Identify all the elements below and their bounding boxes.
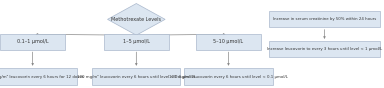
Text: 100 mg/m² leucovorin every 6 hours until level < 0.1 µmol/L: 100 mg/m² leucovorin every 6 hours until… bbox=[169, 75, 288, 79]
Text: Increase in serum creatinine by 50% within 24 hours: Increase in serum creatinine by 50% with… bbox=[273, 17, 376, 21]
Text: Increase leucovorin to every 3 hours until level < 1 µmol/L: Increase leucovorin to every 3 hours unt… bbox=[267, 47, 382, 51]
Text: 100 mg/m² leucovorin every 6 hours until level < 0.1 µmol/L: 100 mg/m² leucovorin every 6 hours until… bbox=[77, 75, 196, 79]
Text: 0.1–1 µmol/L: 0.1–1 µmol/L bbox=[17, 39, 48, 44]
FancyBboxPatch shape bbox=[269, 11, 380, 27]
FancyBboxPatch shape bbox=[0, 68, 77, 85]
Text: Methotrexate Levels: Methotrexate Levels bbox=[111, 17, 161, 22]
Text: 1–5 µmol/L: 1–5 µmol/L bbox=[123, 39, 150, 44]
FancyBboxPatch shape bbox=[196, 34, 261, 50]
FancyBboxPatch shape bbox=[184, 68, 273, 85]
FancyBboxPatch shape bbox=[104, 34, 169, 50]
Text: 5–10 µmol/L: 5–10 µmol/L bbox=[214, 39, 243, 44]
FancyBboxPatch shape bbox=[0, 34, 65, 50]
FancyBboxPatch shape bbox=[92, 68, 180, 85]
FancyBboxPatch shape bbox=[269, 41, 380, 57]
Text: 10–15 mg/m² leucovorin every 6 hours for 12 doses: 10–15 mg/m² leucovorin every 6 hours for… bbox=[0, 75, 83, 79]
Polygon shape bbox=[108, 4, 165, 35]
